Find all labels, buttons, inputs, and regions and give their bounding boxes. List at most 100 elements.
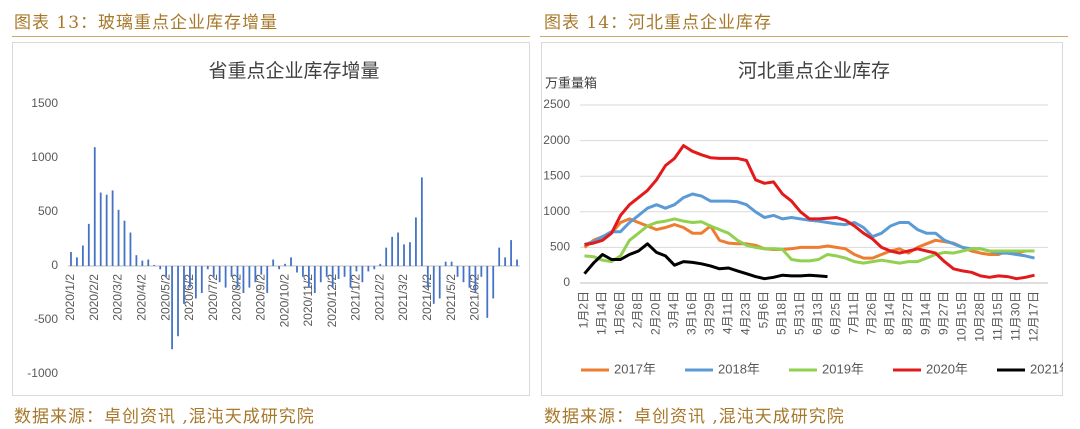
x-tick-label: 4月11日 <box>721 291 735 334</box>
y-tick-label: 1000 <box>31 150 58 164</box>
figure-caption: 图表 13：玻璃重点企业库存增量 <box>14 13 279 33</box>
bar <box>177 266 179 337</box>
bar <box>129 232 132 266</box>
bar <box>141 260 144 266</box>
y-tick-label: -500 <box>34 312 58 326</box>
bar <box>302 266 304 277</box>
caption-rule <box>540 36 1068 37</box>
y-tick-label: 1000 <box>543 204 570 218</box>
y-axis-label: 万重量箱 <box>545 75 597 90</box>
x-tick-label: 12月17日 <box>1027 291 1041 342</box>
y-tick-label: 1500 <box>543 168 570 182</box>
bar <box>194 266 197 299</box>
bar <box>76 257 78 266</box>
x-tick-label: 2020/12/2 <box>325 274 339 328</box>
x-tick-label: 9月27日 <box>937 291 951 335</box>
bar <box>284 263 286 266</box>
y-tick-label: 0 <box>563 275 570 289</box>
x-tick-label: 5月31日 <box>793 291 807 335</box>
bar <box>367 266 370 272</box>
x-tick-label: 2020/10/2 <box>277 274 291 328</box>
x-tick-label: 11月30日 <box>1009 291 1023 341</box>
legend-label: 2020年 <box>926 361 968 376</box>
bar <box>171 266 173 350</box>
x-tick-label: 10月28日 <box>973 291 987 342</box>
caption-rule <box>12 36 530 37</box>
x-tick-label: 1月26日 <box>613 291 627 335</box>
x-tick-label: 2020/7/2 <box>206 274 220 321</box>
x-tick-label: 2021/2/2 <box>372 274 386 321</box>
bar <box>307 266 310 288</box>
bar <box>99 192 102 266</box>
bar <box>236 266 239 288</box>
bar <box>123 220 126 266</box>
y-tick-label: 1500 <box>31 96 58 110</box>
x-tick-label: 7月26日 <box>865 291 879 335</box>
bar <box>462 266 465 283</box>
bar <box>420 177 423 266</box>
figure-caption: 图表 14：河北重点企业库存 <box>544 13 773 33</box>
x-tick-label: 4月23日 <box>739 291 753 335</box>
bar <box>296 266 298 273</box>
x-tick-label: 2021/1/2 <box>349 274 363 321</box>
bar <box>260 266 263 275</box>
bar <box>480 266 483 277</box>
y-tick-label: 2000 <box>543 133 570 147</box>
x-tick-label: 5月18日 <box>775 291 789 335</box>
bar <box>438 266 441 299</box>
bar <box>361 266 364 283</box>
bar <box>278 266 281 270</box>
bar <box>486 266 489 318</box>
x-tick-label: 2020/1/2 <box>63 274 77 321</box>
bar <box>331 266 334 288</box>
bar <box>70 251 72 266</box>
x-tick-label: 5月6日 <box>757 291 771 328</box>
bar <box>248 266 251 288</box>
bar <box>391 236 394 266</box>
bar <box>426 266 429 288</box>
x-tick-label: 2021/4/2 <box>420 274 434 321</box>
x-tick-label: 2月20日 <box>649 291 663 335</box>
x-tick-label: 2020/8/2 <box>230 274 244 321</box>
bar <box>224 266 227 288</box>
bar <box>510 240 512 266</box>
x-tick-label: 2021/3/2 <box>396 274 410 321</box>
bar <box>81 245 84 266</box>
y-tick-label: 500 <box>38 204 58 218</box>
bar <box>266 266 269 293</box>
bar <box>516 259 518 266</box>
bar <box>397 232 399 266</box>
bar <box>355 266 358 272</box>
bar <box>325 266 328 277</box>
bar <box>165 266 168 277</box>
x-tick-label: 2月8日 <box>631 291 645 328</box>
bar <box>117 209 120 266</box>
bar <box>87 223 90 266</box>
bar <box>313 266 316 293</box>
x-tick-label: 1月2日 <box>577 291 591 328</box>
bar <box>450 261 453 266</box>
x-tick-label: 11月15日 <box>991 291 1005 341</box>
source-note: 数据来源：卓创资讯 ,混沌天成研究院 <box>544 407 845 427</box>
bar <box>504 257 507 266</box>
x-tick-label: 2020/11/2 <box>301 274 315 327</box>
chart-panel: 省重点企业库存增量 -1000 -500 0 500 1000 1500 2020/1/2 20… <box>12 42 530 396</box>
bar <box>290 257 292 266</box>
bar <box>212 266 215 277</box>
x-tick-label: 7月11日 <box>847 291 861 334</box>
bar <box>200 266 203 293</box>
x-tick-label: 2020/4/2 <box>135 274 149 321</box>
bar <box>272 259 275 266</box>
line-series <box>584 144 1035 281</box>
x-tick-label: 10月15日 <box>955 291 969 342</box>
line-series <box>583 242 828 281</box>
bar <box>498 247 501 266</box>
y-tick-label: 2500 <box>543 97 570 111</box>
bar <box>409 242 411 266</box>
source-note: 数据来源：卓创资讯 ,混沌天成研究院 <box>14 407 315 427</box>
x-tick-label: 6月25日 <box>829 291 843 335</box>
bar <box>93 147 96 266</box>
x-tick-label: 8月27日 <box>901 291 915 335</box>
chart-title: 河北重点企业库存 <box>738 60 890 82</box>
